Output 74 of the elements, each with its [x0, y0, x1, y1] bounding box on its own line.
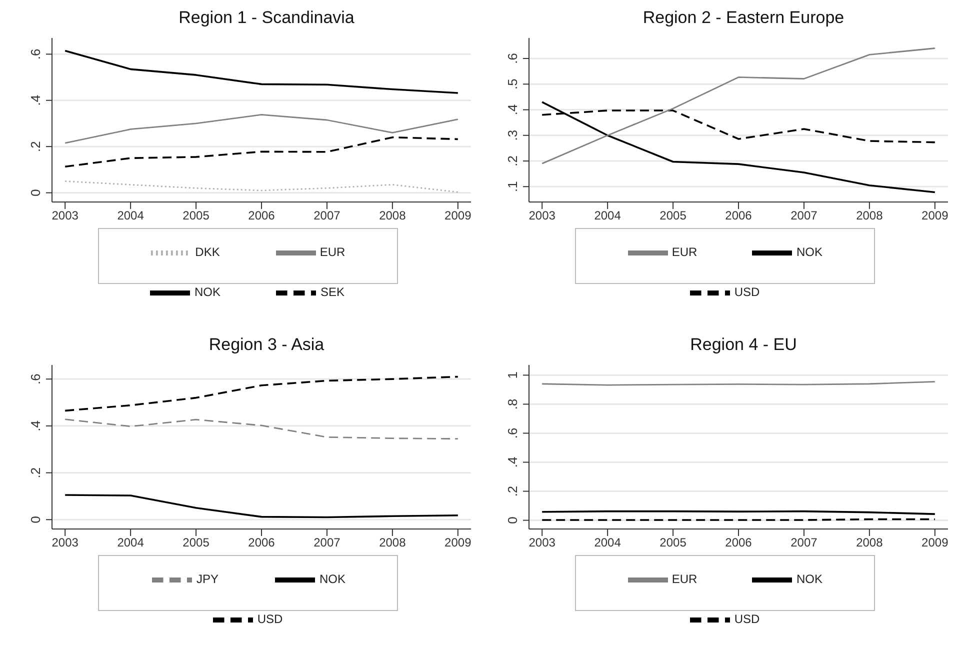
y-tick-label: .5: [505, 78, 520, 90]
line-series: [64, 114, 459, 144]
legend-label: USD: [257, 612, 283, 626]
legend-label: NOK: [194, 285, 220, 300]
legend-label: SEK: [320, 285, 344, 300]
x-tick-label: 2004: [594, 536, 622, 550]
x-tick-label: 2004: [594, 208, 622, 223]
y-tick-label: .6: [505, 53, 520, 64]
x-tick-label: 2006: [725, 208, 752, 223]
line-series: [64, 376, 459, 412]
y-tick-label: .8: [505, 398, 520, 410]
y-tick-label: 1: [505, 372, 520, 379]
y-tick-label: 0: [28, 516, 43, 524]
x-tick-label: 2003: [52, 208, 79, 223]
y-tick-label: .6: [505, 428, 520, 439]
x-tick-label: 2007: [314, 536, 341, 550]
x-tick-label: 2005: [182, 536, 210, 550]
y-tick-label: .2: [28, 467, 43, 478]
legend-label: NOK: [796, 245, 822, 260]
chart-title: Region 1 - Scandinavia: [178, 8, 356, 29]
legend-label: EUR: [672, 245, 698, 260]
x-tick-label: 2005: [182, 208, 210, 223]
y-tick-label: .4: [28, 94, 43, 106]
x-tick-label: 2006: [248, 536, 276, 550]
line-series: [64, 136, 459, 168]
line-series: [64, 494, 459, 518]
x-tick-label: 2004: [117, 208, 144, 223]
x-tick-label: 2004: [117, 536, 144, 550]
x-tick-label: 2003: [528, 536, 556, 550]
y-tick-label: .4: [505, 104, 520, 116]
x-tick-label: 2005: [660, 208, 687, 223]
x-tick-label: 2007: [314, 208, 341, 223]
y-tick-label: .1: [505, 181, 520, 192]
x-tick-label: 2003: [52, 536, 79, 550]
y-tick-label: .4: [28, 420, 43, 432]
legend-label: DKK: [195, 245, 220, 260]
line-series: [541, 48, 936, 164]
y-tick-label: .2: [28, 141, 43, 152]
legend-label: USD: [734, 285, 760, 300]
legend-label: USD: [734, 612, 760, 626]
y-tick-label: 0: [28, 189, 43, 196]
x-tick-label: 2008: [856, 208, 884, 223]
legend-label: JPY: [196, 572, 218, 586]
y-tick-label: .2: [505, 486, 520, 497]
y-tick-label: .2: [505, 156, 520, 166]
x-tick-label: 2007: [790, 208, 818, 223]
chart-title: Region 2 - Eastern Europe: [642, 8, 846, 29]
x-tick-label: 2009: [922, 208, 949, 223]
line-series: [64, 180, 459, 193]
line-series: [541, 101, 936, 194]
y-tick-label: .3: [505, 130, 520, 141]
line-series: [64, 418, 459, 440]
y-tick-label: 0: [505, 516, 520, 524]
x-tick-label: 2008: [379, 536, 406, 550]
x-tick-label: 2006: [725, 536, 752, 550]
legend-label: NOK: [319, 572, 346, 586]
x-tick-label: 2005: [660, 536, 687, 550]
chart-title: Region 3 - Asia: [208, 335, 326, 356]
x-tick-label: 2007: [790, 536, 818, 550]
x-tick-label: 2008: [379, 208, 406, 223]
chart-title: Region 4 - EU: [689, 335, 798, 356]
x-tick-label: 2009: [444, 536, 472, 550]
x-tick-label: 2009: [444, 208, 472, 223]
legend-label: EUR: [320, 245, 346, 260]
y-tick-label: .6: [28, 374, 43, 384]
line-series: [64, 50, 459, 94]
legend-label: NOK: [796, 572, 822, 586]
legend-label: EUR: [672, 572, 698, 586]
x-tick-label: 2008: [856, 536, 884, 550]
x-tick-label: 2006: [248, 208, 276, 223]
x-tick-label: 2009: [922, 536, 949, 550]
x-tick-label: 2003: [528, 208, 556, 223]
y-tick-label: .6: [28, 48, 43, 60]
y-tick-label: .4: [505, 456, 520, 468]
